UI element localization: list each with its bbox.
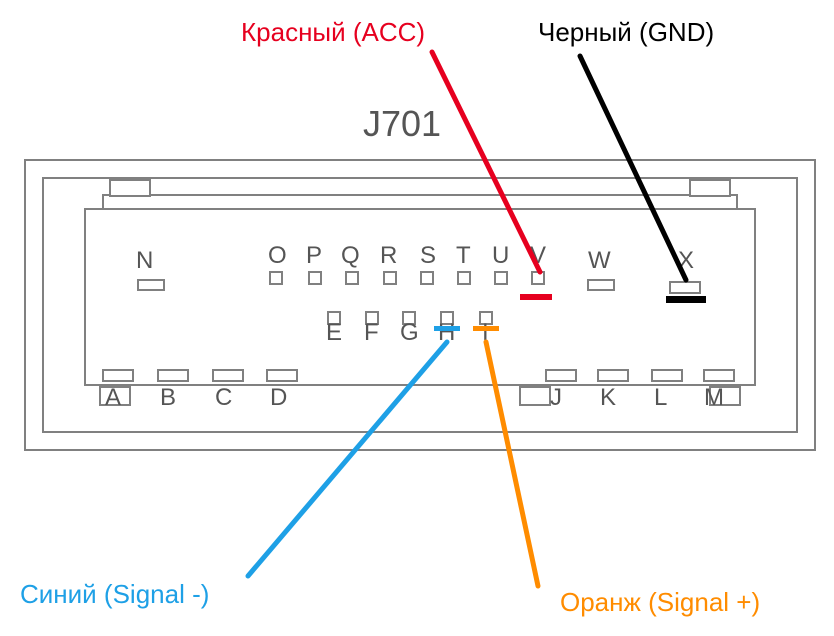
svg-text:J: J	[550, 384, 562, 411]
svg-text:Q: Q	[341, 242, 360, 269]
svg-text:R: R	[380, 242, 397, 269]
svg-text:B: B	[160, 384, 176, 411]
callout-label-sigplus: Оранж (Signal +)	[560, 587, 760, 618]
svg-text:G: G	[400, 319, 419, 346]
svg-text:M: M	[704, 384, 724, 411]
callout-label-sigminus: Синий (Signal -)	[20, 579, 209, 610]
svg-text:L: L	[654, 384, 667, 411]
svg-text:P: P	[306, 242, 322, 269]
svg-text:F: F	[364, 319, 379, 346]
diagram-svg: NOPQRSTUVWXEFGHIABCDJKLM	[0, 0, 834, 636]
svg-text:A: A	[105, 384, 121, 411]
callout-label-gnd: Черный (GND)	[538, 17, 714, 48]
svg-text:N: N	[136, 247, 153, 274]
svg-text:U: U	[492, 242, 509, 269]
connector-title: J701	[363, 103, 441, 145]
svg-text:E: E	[326, 319, 342, 346]
svg-text:T: T	[456, 242, 471, 269]
svg-text:K: K	[600, 384, 616, 411]
svg-text:W: W	[588, 247, 611, 274]
diagram-stage: NOPQRSTUVWXEFGHIABCDJKLM J701 Красный (A…	[0, 0, 834, 636]
callout-label-acc: Красный (ACC)	[241, 17, 425, 48]
svg-text:O: O	[268, 242, 287, 269]
svg-text:D: D	[270, 384, 287, 411]
svg-text:S: S	[420, 242, 436, 269]
svg-text:C: C	[215, 384, 232, 411]
